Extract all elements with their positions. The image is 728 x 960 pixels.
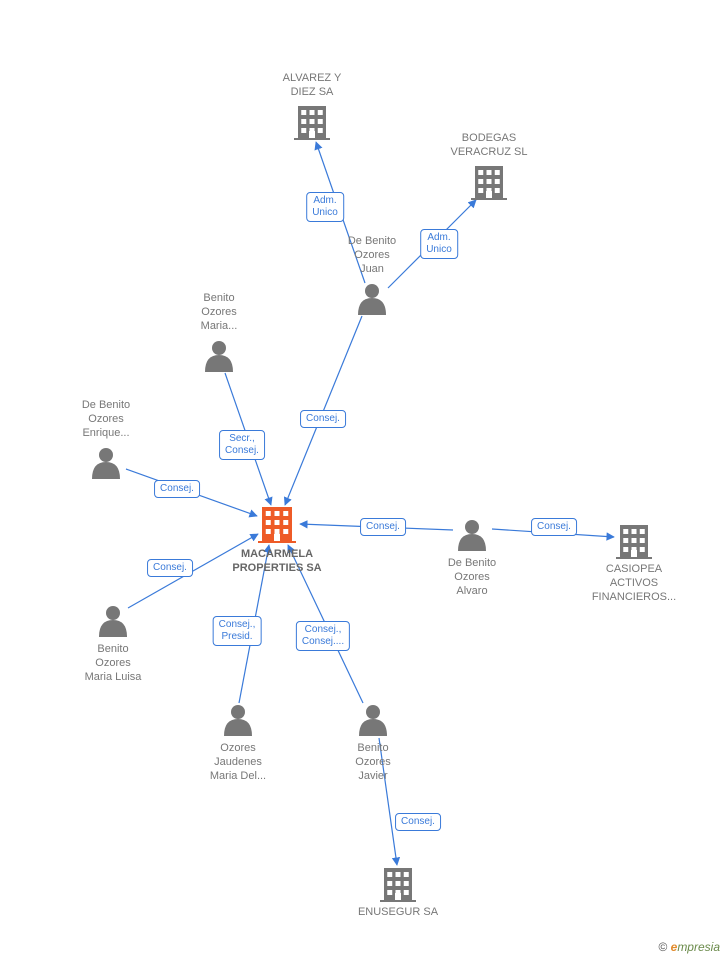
edge-label: Consej. [395, 813, 441, 831]
node-label: ENUSEGUR SA [338, 906, 458, 920]
node-label: Benito Ozores Javier [313, 742, 433, 783]
node-label: Ozores Jaudenes Maria Del... [178, 742, 298, 783]
person-icon [358, 284, 386, 315]
edge-label: Consej. [154, 480, 200, 498]
edge-label: Consej. [531, 518, 577, 536]
node-label: ALVAREZ Y DIEZ SA [252, 72, 372, 100]
person-icon [359, 705, 387, 736]
copyright-symbol: © [658, 940, 667, 954]
diagram-canvas [0, 0, 728, 960]
copyright-rest: mpresia [677, 940, 720, 954]
building-icon [471, 166, 507, 200]
person-icon [458, 520, 486, 551]
edge-label: Secr., Consej. [219, 430, 265, 460]
person-icon [99, 606, 127, 637]
edge-label: Consej. [300, 410, 346, 428]
person-icon [92, 448, 120, 479]
node-label: De Benito Ozores Alvaro [412, 557, 532, 598]
edge-label: Consej. [147, 559, 193, 577]
node-label: BODEGAS VERACRUZ SL [429, 132, 549, 160]
node-label: CASIOPEA ACTIVOS FINANCIEROS... [574, 563, 694, 604]
building-icon [294, 106, 330, 140]
copyright: © empresia [658, 940, 720, 954]
edge-label: Consej., Presid. [213, 616, 262, 646]
building-icon [616, 525, 652, 559]
person-icon [205, 341, 233, 372]
edge-label: Consej., Consej.... [296, 621, 350, 651]
center-node-label: MACARMELA PROPERTIES SA [207, 548, 347, 576]
edge-label: Adm. Unico [306, 192, 344, 222]
building-icon [380, 868, 416, 902]
node-label: De Benito Ozores Juan [312, 235, 432, 276]
node-label: Benito Ozores Maria... [159, 292, 279, 333]
person-icon [224, 705, 252, 736]
node-label: Benito Ozores Maria Luisa [53, 643, 173, 684]
building-center-icon [258, 507, 296, 543]
edge-label: Consej. [360, 518, 406, 536]
node-label: De Benito Ozores Enrique... [46, 399, 166, 440]
